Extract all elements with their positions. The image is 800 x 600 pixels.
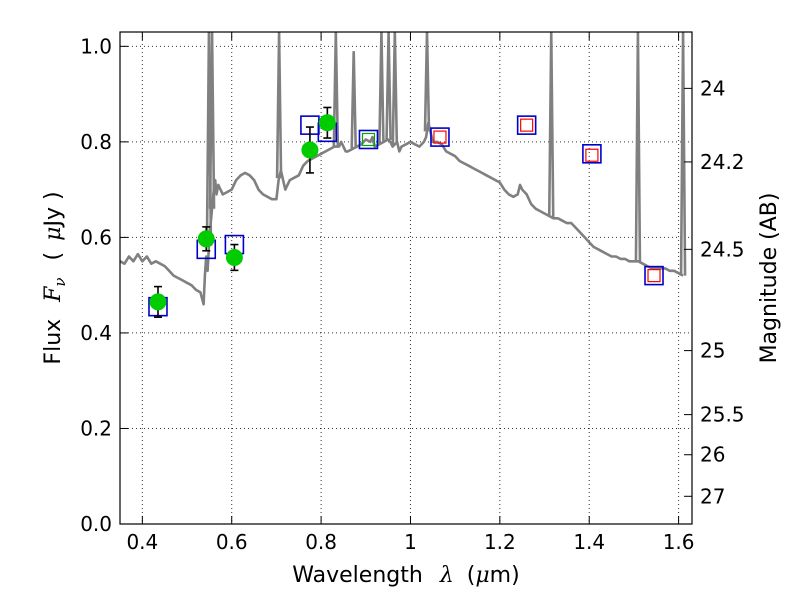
y-axis-label: Flux Fν ( μJy ) [41,191,71,364]
plot-area [120,32,687,318]
y-tick-label: 0.8 [80,130,112,154]
x-tick-label: 1 [404,530,417,554]
mag-tick-label: 27 [700,484,725,508]
predicted-band-square [647,269,661,283]
mag-tick-label: 24.2 [700,150,745,174]
model-photometry-square [358,129,379,150]
y-tick-label: 0.6 [80,225,112,249]
x-label-unit-open: ( [467,563,476,588]
x-label-unit-mu: μ [475,563,489,588]
x-label-text: Wavelength [292,563,423,588]
x-tick-label: 0.4 [126,530,158,554]
y-label-text: Flux [41,319,66,365]
y-tick-label: 0.2 [80,416,112,440]
observed-point [318,114,336,132]
mag-tick-label: 25 [700,339,725,363]
model-photometry-square [644,265,664,286]
x-tick-label: 1.6 [663,530,695,554]
y-tick-label: 1.0 [80,34,112,58]
emission-line [208,32,216,209]
mag-tick-label: 24.5 [700,237,745,261]
x-tick-label: 0.8 [305,530,337,554]
y-label-unit-rest: Jy ) [41,191,66,228]
emission-line [385,32,392,140]
observed-point [197,230,215,248]
y-label-unit-open: ( [41,252,66,261]
y-label-unit-mu: μ [41,227,66,241]
predicted-band-series [361,118,661,283]
emission-line [275,32,283,179]
y-label-symbol: F [41,286,66,303]
model-photometry-square [516,115,537,135]
predicted-band-square [361,132,376,147]
plot-frame [119,31,693,525]
y2-axis-label: Magnitude (AB) [757,193,782,364]
emission-lines [205,32,687,276]
observed-point [225,248,243,266]
emission-line [332,32,340,147]
observed-point [301,141,319,159]
model-spectrum-line [120,121,684,306]
x-axis-label: Wavelength λ (μm) [292,563,519,588]
emission-line [679,32,687,276]
mag-tick-label: 24 [700,76,725,100]
x-tick-label: 1.2 [484,530,516,554]
y-tick-label: 0.0 [80,512,112,536]
emission-line [350,51,358,149]
x-axis: 0.4 0.6 0.8 1 1.2 1.4 1.6 [126,32,695,554]
emission-line [378,32,385,144]
y-tick-label: 0.4 [80,321,112,345]
y-axis-right-magnitude: 24 24.2 24.5 25 25.5 26 27 [684,76,745,508]
x-label-symbol: λ [439,563,454,588]
emission-line [391,32,399,145]
predicted-band-square [520,118,534,132]
x-tick-label: 0.6 [216,530,248,554]
mag-tick-label: 25.5 [700,403,745,427]
emission-line [547,32,555,218]
x-label-unit-rest: m) [490,563,520,588]
emission-line [634,32,642,262]
predicted-band-square [585,148,599,162]
observed-point [149,293,167,311]
y-label-subscript: ν [51,277,69,286]
model-photometry-series [148,115,664,317]
observed-photometry-series [149,106,336,318]
x-tick-label: 1.4 [573,530,605,554]
y-axis-left: 0.0 0.2 0.4 0.6 0.8 1.0 [80,34,128,536]
model-photometry-square [430,127,450,147]
mag-tick-label: 26 [700,443,725,467]
emission-line [423,32,431,132]
model-photometry-square [582,144,602,164]
predicted-band-square [433,130,447,144]
